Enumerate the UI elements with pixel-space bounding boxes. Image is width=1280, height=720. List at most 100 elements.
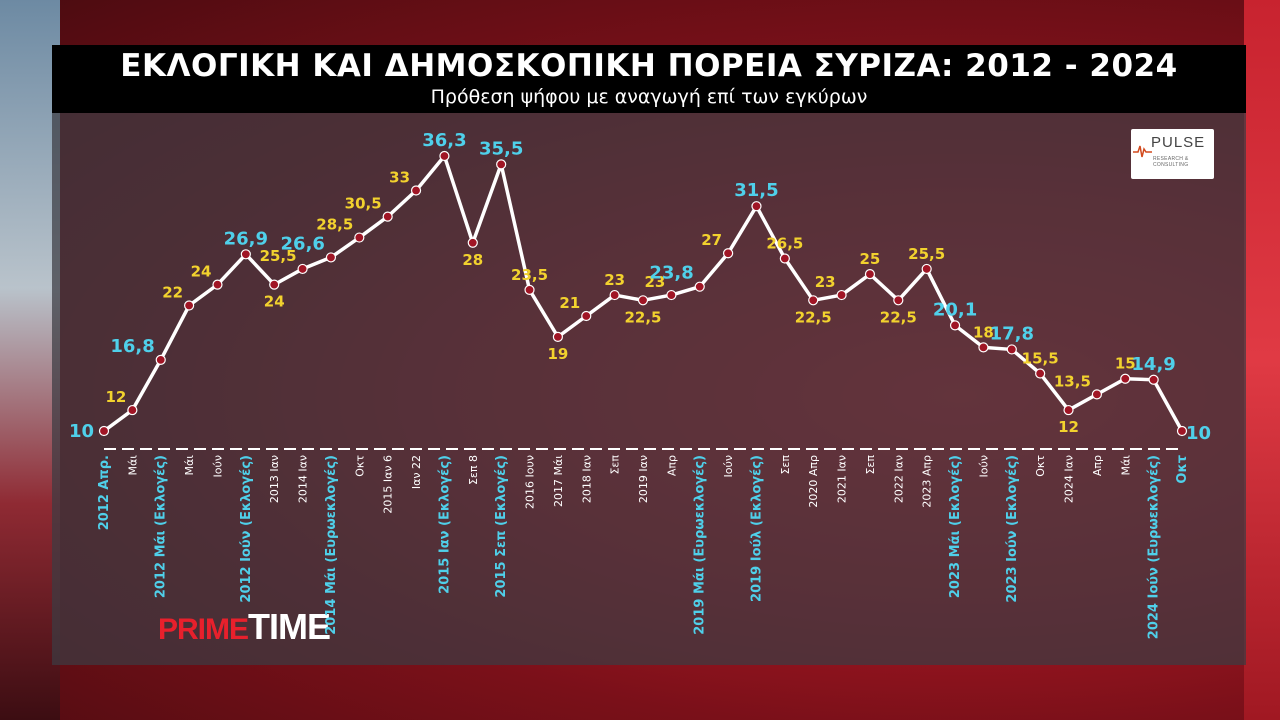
x-tick-label: Ιούν <box>977 455 990 477</box>
data-point <box>1006 344 1017 355</box>
data-label: 24 <box>264 293 285 311</box>
x-tick-label: 2019 Ιούλ (Εκλογές) <box>749 455 764 602</box>
data-point <box>439 150 450 162</box>
data-point <box>836 289 847 301</box>
data-label: 15 <box>1115 355 1136 373</box>
x-tick-label: 2015 Ιαν 6 <box>382 455 395 514</box>
data-point <box>552 331 563 342</box>
x-tick-label: Μάι <box>126 455 139 476</box>
data-label: 31,5 <box>734 180 778 201</box>
x-tick-label: 2024 Ιούν (Ευρωεκλογές) <box>1147 455 1162 639</box>
primetime-logo: PRIMETIME <box>158 606 331 648</box>
data-point <box>240 249 251 260</box>
data-label: 22,5 <box>624 308 661 326</box>
data-point <box>1063 404 1074 416</box>
brand-time: TIME <box>248 606 331 647</box>
data-point <box>581 310 592 322</box>
background-right <box>1244 0 1280 720</box>
x-tick-label: 2014 Μάι (Ευρωεκλογές) <box>324 455 339 635</box>
data-point <box>127 404 138 416</box>
data-label: 13,5 <box>1054 372 1091 390</box>
pulse-wave-icon <box>1133 145 1152 158</box>
data-label: 23,5 <box>511 266 548 284</box>
data-label: 24 <box>191 263 212 281</box>
data-label: 26,9 <box>224 228 268 249</box>
data-label: 23 <box>815 273 836 291</box>
data-label: 10 <box>69 421 94 442</box>
data-label: 25 <box>860 250 881 268</box>
data-point <box>694 281 705 292</box>
data-point <box>609 289 620 301</box>
x-tick-label: 2015 Σεπ (Εκλογές) <box>494 455 509 598</box>
data-label: 22,5 <box>795 308 832 326</box>
x-tick-label: Οκτ <box>353 455 366 477</box>
data-point <box>1120 373 1131 384</box>
x-tick-label: 2012 Ιούν (Εκλογές) <box>239 455 254 603</box>
data-label: 35,5 <box>479 138 523 159</box>
data-point <box>467 237 478 248</box>
chart-subtitle: Πρόθεση ψήφου με αναγωγή επί των εγκύρων <box>430 86 868 108</box>
data-label: 25,5 <box>908 245 945 263</box>
data-label: 10 <box>1186 423 1211 444</box>
x-tick-label: 2019 Μάι (Ευρωεκλογές) <box>693 455 708 635</box>
data-label: 20,1 <box>933 299 977 320</box>
x-tick-label: Σεπ <box>609 455 622 475</box>
pulse-logo-name: PULSE <box>1151 134 1206 151</box>
x-tick-label: Απρ <box>1091 455 1104 476</box>
data-label: 18 <box>973 323 994 341</box>
x-tick-label: Οκτ <box>1034 455 1047 477</box>
brand-prime: PRIME <box>158 613 249 646</box>
x-tick-label: Ιαν 22 <box>410 455 423 489</box>
x-tick-label: 2013 Ιαν <box>268 455 281 503</box>
data-label: 26,6 <box>281 233 325 254</box>
data-point <box>325 252 337 263</box>
data-point <box>1035 368 1046 379</box>
x-tick-label: Σεπ 8 <box>467 455 480 485</box>
x-tick-label: 2014 Ιαν <box>297 455 310 503</box>
pulse-logo-tagline: RESEARCH & CONSULTING <box>1153 156 1189 168</box>
data-label: 23 <box>604 271 625 289</box>
x-tick-label: Μάι <box>1119 455 1132 476</box>
data-label: 22,5 <box>880 308 917 326</box>
chart-title: ΕΚΛΟΓΙΚΗ ΚΑΙ ΔΗΜΟΣΚΟΠΙΚΗ ΠΟΡΕΙΑ ΣΥΡΙΖΑ: … <box>120 48 1178 84</box>
x-tick-label: 2012 Απρ. <box>97 455 112 530</box>
data-label: 30,5 <box>345 195 382 213</box>
x-tick-label: 2012 Μάι (Εκλογές) <box>154 455 169 598</box>
data-label: 25,5 <box>260 247 297 265</box>
data-point <box>184 300 195 311</box>
data-label: 33 <box>389 169 410 187</box>
data-label: 28,5 <box>316 216 353 234</box>
data-point <box>921 263 932 275</box>
data-point <box>893 295 904 306</box>
data-label: 16,8 <box>110 336 154 357</box>
data-point <box>496 159 507 170</box>
data-label: 21 <box>559 294 580 312</box>
data-label: 12 <box>105 388 126 406</box>
x-tick-label: 2023 Μάι (Εκλογές) <box>948 455 963 598</box>
data-label: 26,5 <box>766 234 803 252</box>
x-tick-label: 2021 Ιαν <box>836 455 849 503</box>
data-point <box>212 279 223 290</box>
data-point <box>808 295 819 306</box>
x-tick-label: Απρ <box>665 455 678 476</box>
data-point <box>1148 374 1159 385</box>
data-point <box>410 185 422 196</box>
x-tick-label: 2017 Μάι <box>552 455 565 507</box>
data-point <box>864 269 876 280</box>
data-label: 36,3 <box>422 130 466 151</box>
data-point <box>723 248 734 259</box>
data-point <box>666 289 677 301</box>
pulse-logo: PULSE RESEARCH & CONSULTING <box>1131 129 1214 179</box>
data-label: 19 <box>547 345 568 363</box>
data-label: 28 <box>462 251 483 269</box>
x-tick-label: 2022 Ιαν <box>892 455 905 503</box>
data-point <box>779 253 790 264</box>
x-tick-label: 2023 Απρ <box>921 455 934 508</box>
x-tick-label: 2023 Ιούν (Εκλογές) <box>1005 455 1020 603</box>
data-point <box>1176 425 1188 437</box>
data-label: 27 <box>701 231 722 249</box>
data-label: 12 <box>1058 418 1079 436</box>
x-tick-label: 2019 Ιαν <box>637 455 650 503</box>
x-tick-label: Μάι <box>183 455 196 476</box>
